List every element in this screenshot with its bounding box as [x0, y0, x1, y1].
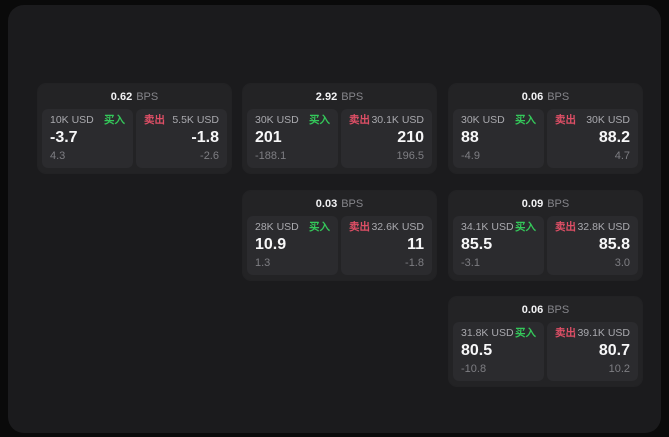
sell-price: -1.8 [191, 129, 219, 147]
card-body: 28K USD 买入 10.9 1.3 卖出 32.6K USD 11 -1.8 [243, 214, 436, 280]
bps-unit: BPS [547, 91, 570, 103]
sell-amount: 39.1K USD [577, 327, 630, 339]
bps-value: 0.06 [521, 91, 544, 103]
sell-delta: 4.7 [614, 150, 630, 162]
quote-card-4[interactable]: 0.03 BPS 28K USD 买入 10.9 1.3 卖出 32.6K US… [243, 191, 436, 280]
buy-price: 85.5 [461, 236, 493, 254]
buy-price: 80.5 [461, 342, 493, 360]
buy-label: 买入 [104, 114, 125, 126]
buy-amount: 28K USD [255, 221, 299, 233]
quote-card-6[interactable]: 0.06 BPS 31.8K USD 买入 80.5 -10.8 卖出 39.1… [449, 297, 642, 386]
card-header: 0.06 BPS [449, 84, 642, 107]
card-header: 0.03 BPS [243, 191, 436, 214]
buy-amount: 30K USD [255, 114, 299, 126]
sell-price: 210 [397, 129, 424, 147]
quote-card-1[interactable]: 0.62 BPS 10K USD 买入 -3.7 4.3 卖出 5.5K USD… [38, 84, 231, 173]
buy-amount: 31.8K USD [461, 327, 514, 339]
card-header: 2.92 BPS [243, 84, 436, 107]
quote-card-5[interactable]: 0.09 BPS 34.1K USD 买入 85.5 -3.1 卖出 32.8K… [449, 191, 642, 280]
buy-price: 88 [461, 129, 479, 147]
quote-card-3[interactable]: 0.06 BPS 30K USD 买入 88 -4.9 卖出 30K USD 8… [449, 84, 642, 173]
buy-price: -3.7 [50, 129, 78, 147]
bps-unit: BPS [341, 91, 364, 103]
sell-price: 11 [407, 236, 424, 254]
sell-label: 卖出 [349, 221, 370, 233]
buy-tile[interactable]: 28K USD 买入 10.9 1.3 [247, 216, 338, 275]
buy-amount: 34.1K USD [461, 221, 514, 233]
buy-label: 买入 [309, 114, 330, 126]
sell-tile[interactable]: 卖出 30K USD 88.2 4.7 [547, 109, 638, 168]
buy-delta: 4.3 [50, 150, 66, 162]
sell-price: 85.8 [598, 236, 630, 254]
sell-amount: 32.8K USD [577, 221, 630, 233]
sell-amount: 5.5K USD [172, 114, 219, 126]
buy-price: 10.9 [255, 236, 287, 254]
card-header: 0.62 BPS [38, 84, 231, 107]
bps-unit: BPS [341, 198, 364, 210]
card-body: 30K USD 买入 88 -4.9 卖出 30K USD 88.2 4.7 [449, 107, 642, 173]
card-body: 10K USD 买入 -3.7 4.3 卖出 5.5K USD -1.8 -2.… [38, 107, 231, 173]
sell-price: 88.2 [598, 129, 630, 147]
sell-amount: 30.1K USD [371, 114, 424, 126]
buy-tile[interactable]: 34.1K USD 买入 85.5 -3.1 [453, 216, 544, 275]
main-panel: 0.62 BPS 10K USD 买入 -3.7 4.3 卖出 5.5K USD… [8, 5, 661, 433]
card-header: 0.09 BPS [449, 191, 642, 214]
sell-tile[interactable]: 卖出 32.8K USD 85.8 3.0 [547, 216, 638, 275]
sell-delta: 3.0 [614, 257, 630, 269]
buy-label: 买入 [515, 114, 536, 126]
buy-label: 买入 [515, 327, 536, 339]
buy-delta: -188.1 [255, 150, 287, 162]
bps-unit: BPS [547, 304, 570, 316]
bps-value: 0.62 [110, 91, 133, 103]
sell-label: 卖出 [144, 114, 165, 126]
sell-label: 卖出 [555, 114, 576, 126]
buy-tile[interactable]: 30K USD 买入 88 -4.9 [453, 109, 544, 168]
buy-delta: 1.3 [255, 257, 271, 269]
buy-delta: -3.1 [461, 257, 480, 269]
sell-amount: 30K USD [586, 114, 630, 126]
sell-tile[interactable]: 卖出 5.5K USD -1.8 -2.6 [136, 109, 227, 168]
buy-amount: 10K USD [50, 114, 94, 126]
sell-delta: 10.2 [608, 363, 630, 375]
sell-tile[interactable]: 卖出 39.1K USD 80.7 10.2 [547, 322, 638, 381]
card-header: 0.06 BPS [449, 297, 642, 320]
buy-delta: -10.8 [461, 363, 487, 375]
quote-card-2[interactable]: 2.92 BPS 30K USD 买入 201 -188.1 卖出 30.1K … [243, 84, 436, 173]
sell-label: 卖出 [349, 114, 370, 126]
sell-delta: -1.8 [405, 257, 424, 269]
sell-label: 卖出 [555, 221, 576, 233]
sell-delta: 196.5 [396, 150, 424, 162]
buy-label: 买入 [309, 221, 330, 233]
buy-tile[interactable]: 31.8K USD 买入 80.5 -10.8 [453, 322, 544, 381]
sell-tile[interactable]: 卖出 30.1K USD 210 196.5 [341, 109, 432, 168]
bps-value: 0.06 [521, 304, 544, 316]
bps-unit: BPS [547, 198, 570, 210]
buy-amount: 30K USD [461, 114, 505, 126]
sell-price: 80.7 [598, 342, 630, 360]
card-body: 34.1K USD 买入 85.5 -3.1 卖出 32.8K USD 85.8… [449, 214, 642, 280]
buy-label: 买入 [515, 221, 536, 233]
sell-delta: -2.6 [200, 150, 219, 162]
buy-tile[interactable]: 10K USD 买入 -3.7 4.3 [42, 109, 133, 168]
bps-unit: BPS [136, 91, 159, 103]
bps-value: 0.09 [521, 198, 544, 210]
bps-value: 2.92 [315, 91, 338, 103]
card-body: 30K USD 买入 201 -188.1 卖出 30.1K USD 210 1… [243, 107, 436, 173]
sell-label: 卖出 [555, 327, 576, 339]
buy-tile[interactable]: 30K USD 买入 201 -188.1 [247, 109, 338, 168]
card-body: 31.8K USD 买入 80.5 -10.8 卖出 39.1K USD 80.… [449, 320, 642, 386]
bps-value: 0.03 [315, 198, 338, 210]
buy-price: 201 [255, 129, 282, 147]
buy-delta: -4.9 [461, 150, 480, 162]
sell-amount: 32.6K USD [371, 221, 424, 233]
sell-tile[interactable]: 卖出 32.6K USD 11 -1.8 [341, 216, 432, 275]
